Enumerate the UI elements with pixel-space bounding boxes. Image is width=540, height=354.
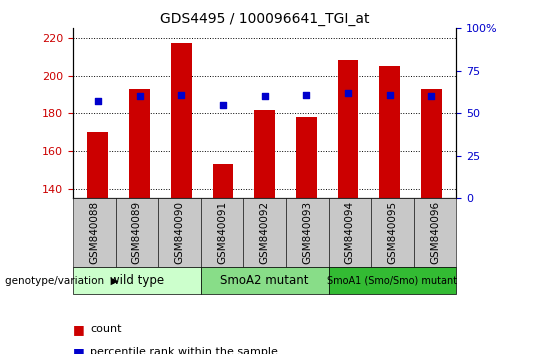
Text: GSM840093: GSM840093 [302,201,312,264]
Text: GSM840089: GSM840089 [132,201,142,264]
Text: GSM840091: GSM840091 [217,201,227,264]
Text: genotype/variation  ▶: genotype/variation ▶ [5,275,119,286]
Bar [129,89,150,198]
Text: count: count [90,324,122,334]
Bar [421,89,442,198]
Text: GSM840095: GSM840095 [387,201,397,264]
Text: GSM840096: GSM840096 [430,201,440,264]
Bar [87,132,109,198]
Text: percentile rank within the sample: percentile rank within the sample [90,347,278,354]
Point [93,98,102,104]
Point [386,92,394,97]
Text: SmoA2 mutant: SmoA2 mutant [220,274,309,287]
Text: GSM840094: GSM840094 [345,201,355,264]
Text: GSM840092: GSM840092 [260,201,269,264]
Text: wild type: wild type [110,274,164,287]
Bar [254,109,275,198]
Text: ■: ■ [73,346,85,354]
Point [427,93,436,99]
Text: GSM840090: GSM840090 [174,201,184,264]
Point [177,92,186,97]
Point [219,102,227,108]
Bar [213,164,233,198]
Bar [171,44,192,198]
Text: ■: ■ [73,323,85,336]
Point [135,93,144,99]
Text: GSM840088: GSM840088 [89,201,99,264]
Text: SmoA1 (Smo/Smo) mutant: SmoA1 (Smo/Smo) mutant [327,275,457,286]
Point [302,92,310,97]
Bar [379,66,400,198]
Point [343,90,352,96]
Point [260,93,269,99]
Bar [296,117,316,198]
Bar [338,61,359,198]
Title: GDS4495 / 100096641_TGI_at: GDS4495 / 100096641_TGI_at [160,12,369,26]
